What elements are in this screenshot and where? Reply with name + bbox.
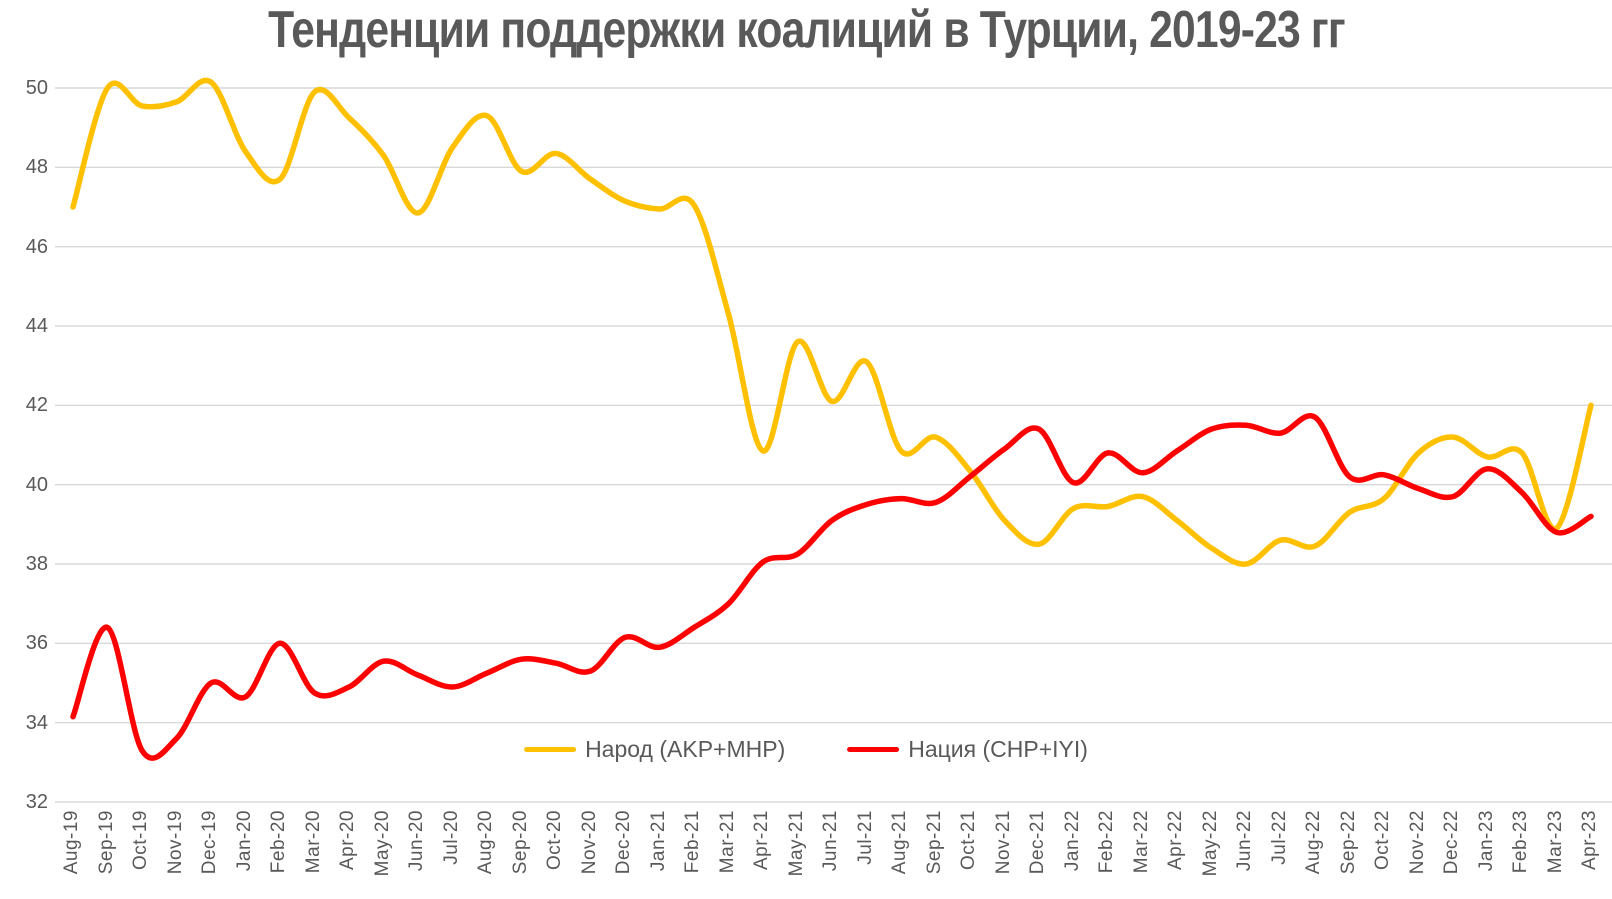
x-tick-label: Sep-19 <box>95 810 117 875</box>
narod-line-swatch <box>524 747 577 752</box>
x-tick-label: Apr-21 <box>751 810 772 871</box>
x-tick-label: Feb-20 <box>268 810 289 874</box>
y-tick-label: 48 <box>25 156 48 179</box>
x-tick-label: May-22 <box>1199 810 1221 877</box>
x-tick-label: Nov-22 <box>1406 810 1428 875</box>
x-tick-label: Oct-22 <box>1372 810 1393 871</box>
y-tick-label: 44 <box>25 315 48 337</box>
x-tick-label: Dec-20 <box>613 810 634 875</box>
y-tick-label: 42 <box>25 394 48 417</box>
x-tick-label: Apr-20 <box>337 810 358 871</box>
x-tick-label: Aug-19 <box>61 810 82 875</box>
y-tick-label: 40 <box>25 473 48 496</box>
x-tick-label: Feb-22 <box>1096 810 1117 874</box>
x-tick-label: Jul-20 <box>440 810 462 865</box>
natsia-line-swatch <box>847 747 900 752</box>
x-tick-label: Nov-21 <box>992 810 1014 875</box>
series-line-natsia <box>70 413 1594 761</box>
x-tick-label: Apr-22 <box>1165 810 1186 871</box>
legend-label-narod: Народ (AKP+MHP) <box>585 736 786 762</box>
chart-title: Тенденции поддержки коалиций в Турции, 2… <box>0 2 1612 60</box>
y-tick-label: 38 <box>25 553 48 575</box>
x-tick-label: Jun-21 <box>820 810 841 872</box>
x-tick-label: Oct-21 <box>958 810 979 871</box>
x-tick-label: Sep-22 <box>1337 810 1359 875</box>
x-tick-label: Apr-23 <box>1579 810 1600 871</box>
x-tick-label: Feb-23 <box>1510 810 1531 874</box>
x-tick-label: Mar-21 <box>716 810 738 874</box>
x-tick-label: Jan-23 <box>1475 810 1497 872</box>
legend-label-natsia: Нация (CHP+IYI) <box>908 736 1088 762</box>
x-tick-label: Sep-21 <box>923 810 945 875</box>
x-tick-label: Aug-21 <box>889 810 910 875</box>
x-tick-label: Mar-23 <box>1544 810 1566 874</box>
x-tick-label: Jul-22 <box>1268 810 1290 865</box>
x-tick-label: May-20 <box>371 810 393 877</box>
series-paths <box>70 77 1594 761</box>
x-tick-label: Jul-21 <box>854 810 876 865</box>
x-tick-label: Dec-22 <box>1441 810 1462 875</box>
y-tick-label: 32 <box>25 791 48 813</box>
x-tick-label: Jan-20 <box>233 810 255 872</box>
legend: Народ (AKP+MHP) Нация (CHP+IYI) <box>524 736 1088 763</box>
y-tick-label: 46 <box>25 235 48 258</box>
x-tick-label: Jun-22 <box>1234 810 1255 872</box>
legend-item-narod: Народ (AKP+MHP) <box>524 736 785 763</box>
legend-item-natsia: Нация (CHP+IYI) <box>847 736 1088 763</box>
y-tick-label: 36 <box>25 632 48 655</box>
x-tick-label: Jun-20 <box>406 810 427 872</box>
x-tick-label: Nov-19 <box>164 810 186 875</box>
x-tick-label: May-21 <box>785 810 807 877</box>
y-tick-label: 34 <box>25 711 48 734</box>
x-tick-label: Mar-22 <box>1130 810 1152 874</box>
series-line-narod <box>70 77 1594 567</box>
x-tick-label: Oct-20 <box>544 810 565 871</box>
x-tick-label: Dec-21 <box>1027 810 1048 875</box>
x-tick-label: Sep-20 <box>509 810 531 875</box>
y-tick-label: 50 <box>25 77 48 99</box>
x-tick-label: Dec-19 <box>199 810 220 875</box>
x-tick-label: Aug-20 <box>475 810 496 875</box>
x-tick-label: Nov-20 <box>578 810 600 875</box>
x-tick-label: Mar-20 <box>302 810 324 874</box>
chart-title-text: Тенденции поддержки коалиций в Турции, 2… <box>267 1 1345 59</box>
x-tick-label: Oct-19 <box>130 810 151 871</box>
x-tick-label: Feb-21 <box>682 810 703 874</box>
gridlines <box>55 87 1612 803</box>
x-tick-label: Jan-22 <box>1061 810 1083 872</box>
x-tick-label: Aug-22 <box>1303 810 1324 875</box>
x-tick-label: Jan-21 <box>647 810 669 872</box>
